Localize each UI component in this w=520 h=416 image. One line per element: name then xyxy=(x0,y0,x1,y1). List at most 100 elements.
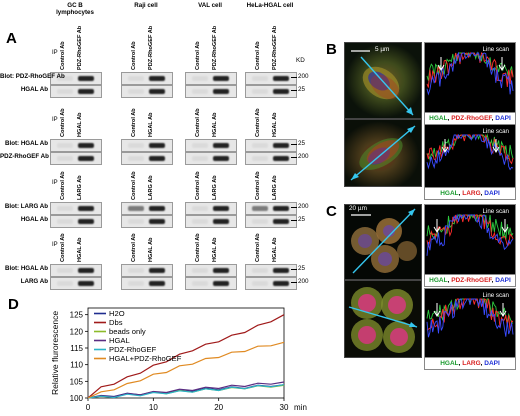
gel-band xyxy=(128,206,144,211)
gel-strip xyxy=(121,72,173,85)
gel-band xyxy=(149,143,165,148)
line-scan-plot xyxy=(426,51,514,96)
legend-item: , xyxy=(480,190,485,197)
legend-item: HGAL xyxy=(440,190,459,197)
legend-item: , xyxy=(447,115,452,122)
mw-marker: 200 xyxy=(298,203,309,210)
gel-band xyxy=(273,156,289,161)
gel-band xyxy=(252,268,268,273)
panel-b-cell-image-2 xyxy=(344,119,422,187)
lane-label: HGAL Ab xyxy=(272,112,278,137)
gel-strip xyxy=(245,72,297,85)
gel-strip xyxy=(50,264,102,277)
panel-b-line-scan-2: Line scan xyxy=(424,124,516,188)
legend-item: DAPI xyxy=(495,115,511,122)
ip-label: IP xyxy=(52,50,58,56)
gel-band xyxy=(192,281,208,286)
x-unit-label: min xyxy=(294,403,307,412)
lane-label: PDZ-RhoGEF Ab xyxy=(272,25,278,70)
series-line xyxy=(87,384,285,399)
y-tick-label: 110 xyxy=(70,361,83,370)
gel-band xyxy=(213,76,229,81)
line-scan-trace xyxy=(426,213,514,256)
legend-label: beads only xyxy=(109,327,146,336)
gel-strip xyxy=(185,152,237,165)
legend-item: , xyxy=(491,115,496,122)
gel-band xyxy=(78,156,94,161)
gel-band xyxy=(273,143,289,148)
gel-band xyxy=(78,206,94,211)
panel-b-line-scan-1: Line scan xyxy=(424,42,516,114)
gel-band xyxy=(192,89,208,94)
gel-strip xyxy=(185,202,237,215)
panel-a-western-blots: GC B lymphocytes Raji cell VAL cell HeLa-HG… xyxy=(0,0,309,310)
gel-strip xyxy=(50,202,102,215)
gel-strip xyxy=(121,85,173,98)
panel-d-line-chart: 100 105 110 115 120 125 0 10 20 30 min Relative flu… xyxy=(50,307,307,412)
legend-item: HGAL xyxy=(429,277,448,284)
lane-label: Control Ab xyxy=(195,233,201,262)
gel-band xyxy=(57,156,73,161)
y-tick-label: 100 xyxy=(70,394,84,403)
lane-label: Control Ab xyxy=(255,108,261,137)
gel-band xyxy=(273,281,289,286)
mw-marker-tick xyxy=(291,282,297,283)
panel-b-legend-2: HGAL, LARG, DAPI xyxy=(424,187,516,200)
lane-label: LARG Ab xyxy=(212,175,218,200)
mw-marker-tick xyxy=(291,144,297,145)
down-arrow-icon xyxy=(501,219,509,233)
blot-label: PDZ-RhoGEF Ab xyxy=(0,153,49,160)
lane-label: Control Ab xyxy=(60,233,66,262)
gel-strip xyxy=(245,277,297,290)
lane-label: LARG Ab xyxy=(148,175,154,200)
gel-strip xyxy=(121,215,173,228)
gel-band xyxy=(57,268,73,273)
scale-bar-label: 5 µm xyxy=(375,46,390,53)
gel-band xyxy=(252,143,268,148)
gel-strip xyxy=(50,215,102,228)
gel-band xyxy=(213,89,229,94)
gel-band xyxy=(78,219,94,224)
gel-band xyxy=(128,143,144,148)
legend-item: DAPI xyxy=(495,277,511,284)
lane-label: Control Ab xyxy=(131,171,137,200)
y-axis-label: Relative flurorescence xyxy=(50,311,60,395)
cell-micrograph xyxy=(348,287,418,353)
gel-band xyxy=(192,206,208,211)
gel-band xyxy=(78,89,94,94)
gel-strip xyxy=(245,152,297,165)
lane-label: LARG Ab xyxy=(77,175,83,200)
lane-label: HGAL Ab xyxy=(148,112,154,137)
panel-c-cell-image-1: 20 µm xyxy=(344,204,422,280)
panel-c-line-scan-1: Line scan xyxy=(424,204,516,276)
column-header: VAL cell xyxy=(198,2,222,9)
mw-marker-tick xyxy=(291,157,297,158)
lane-label: Control Ab xyxy=(60,171,66,200)
gel-strip xyxy=(50,72,102,85)
lane-label: PDZ-RhoGEF Ab xyxy=(148,25,154,70)
gel-band xyxy=(192,76,208,81)
blot-label: Blot: HGAL Ab xyxy=(5,265,48,272)
series-line xyxy=(87,314,285,399)
gel-band xyxy=(78,143,94,148)
gel-band xyxy=(78,268,94,273)
panel-b-label: B xyxy=(326,41,337,58)
y-tick-label: 105 xyxy=(70,377,84,386)
gel-band xyxy=(149,206,165,211)
legend-item: DAPI xyxy=(484,360,500,367)
ip-label: IP xyxy=(52,117,58,123)
legend-item: HGAL xyxy=(440,360,459,367)
gel-strip xyxy=(50,139,102,152)
gel-strip xyxy=(245,202,297,215)
gel-strip xyxy=(121,139,173,152)
gel-band xyxy=(252,89,268,94)
lane-label: Control Ab xyxy=(131,41,137,70)
gel-band xyxy=(128,89,144,94)
gel-band xyxy=(192,156,208,161)
gel-strip xyxy=(185,277,237,290)
gel-band xyxy=(192,219,208,224)
gel-strip xyxy=(121,277,173,290)
lane-label: Control Ab xyxy=(255,41,261,70)
line-scan-trace xyxy=(426,298,514,338)
gel-band xyxy=(128,281,144,286)
